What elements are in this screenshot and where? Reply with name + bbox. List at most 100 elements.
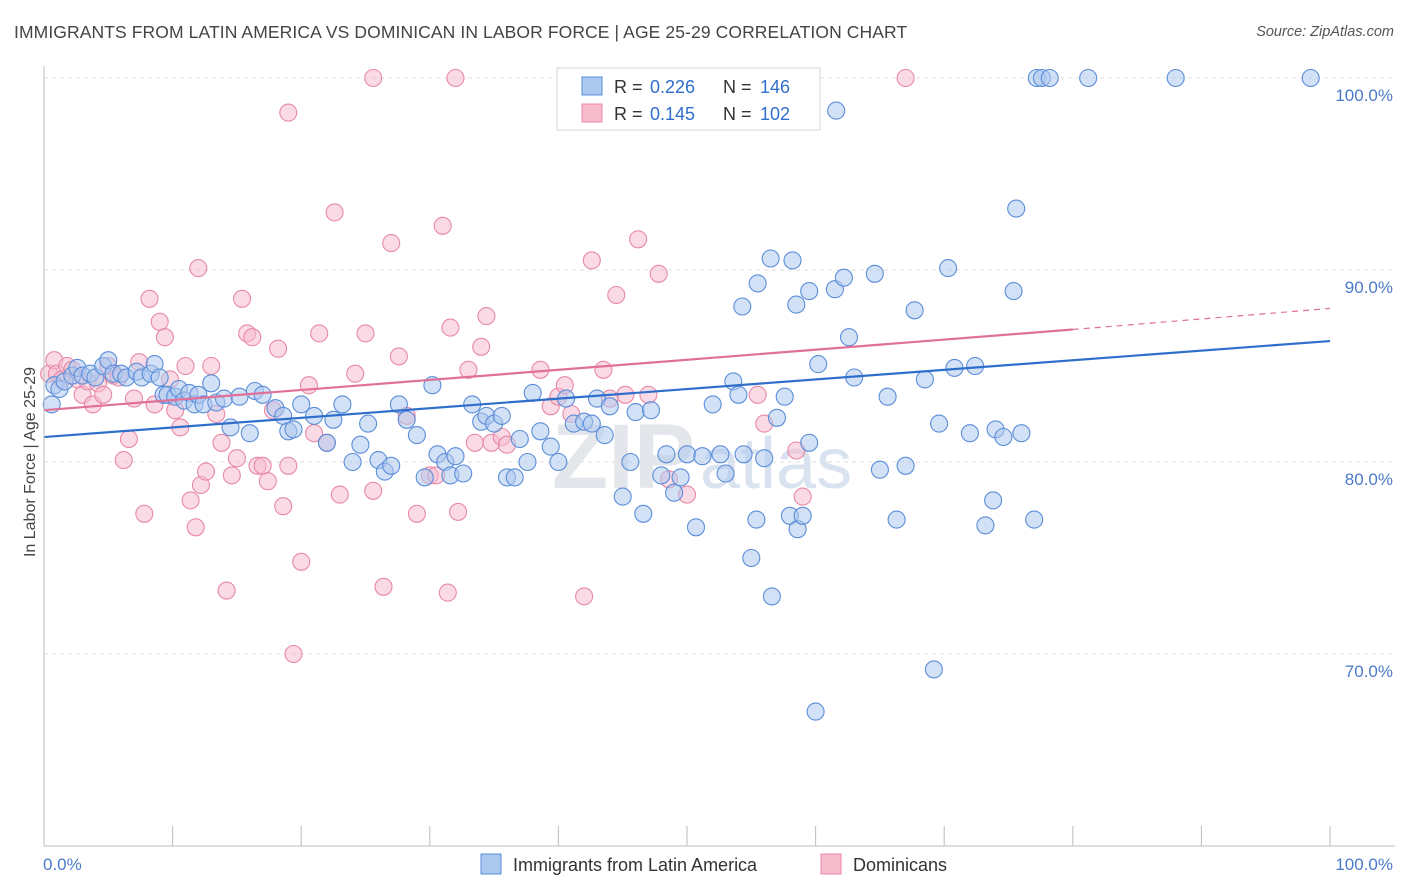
latin-america-point (930, 414, 949, 433)
dominican-point (629, 230, 648, 249)
latin-america-point (292, 395, 311, 414)
latin-america-point (787, 295, 806, 314)
y-tick-label: 100.0% (1335, 86, 1393, 105)
y-tick-label: 90.0% (1345, 278, 1393, 297)
y-tick-label: 70.0% (1345, 662, 1393, 681)
latin-america-point (1040, 68, 1059, 88)
watermark-atlas: atlas (700, 424, 852, 504)
dominican-point (212, 433, 231, 452)
latin-america-point (324, 410, 343, 429)
latin-america-point (1166, 68, 1185, 88)
latin-america-point (761, 249, 780, 268)
legend-n-value-pink: 102 (760, 104, 790, 124)
legend-swatch-pink (581, 103, 603, 123)
dominican-point (279, 103, 298, 122)
latin-america-point (915, 370, 934, 389)
latin-america-point (994, 427, 1013, 447)
y-tick-label: 80.0% (1345, 470, 1393, 489)
dominican-point (284, 644, 303, 664)
dominican-point (364, 68, 383, 88)
latin-america-point (641, 401, 661, 420)
latin-america-point (870, 460, 889, 479)
dominican-point (274, 497, 293, 516)
dominican-point (407, 504, 426, 523)
latin-america-point (767, 408, 787, 427)
latin-america-point (214, 389, 234, 408)
latin-america-point (686, 518, 706, 537)
dominican-point (186, 518, 205, 537)
dominican-point (896, 68, 915, 88)
dominican-point (748, 385, 767, 404)
latin-america-point (454, 464, 473, 483)
dominican-point (279, 456, 298, 475)
dominican-point (639, 385, 658, 404)
dominican-point (176, 356, 195, 376)
latin-america-point (887, 510, 906, 529)
latin-america-point (523, 383, 542, 402)
latin-america-point (389, 395, 408, 414)
latin-america-point (896, 456, 915, 475)
bottom-legend-swatch-blue (480, 853, 502, 875)
latin-america-point (652, 466, 671, 485)
latin-america-point (600, 397, 619, 416)
dominican-point (232, 289, 252, 308)
legend-r-value-pink: 0.145 (650, 104, 695, 124)
latin-america-point (415, 468, 434, 487)
latin-america-point (1012, 424, 1031, 443)
x-tick-label-min: 0.0% (43, 855, 82, 874)
latin-america-point (407, 426, 426, 445)
latin-america-point (806, 702, 825, 721)
latin-america-point (742, 548, 761, 568)
latin-america-point (359, 414, 378, 433)
latin-america-point (317, 433, 336, 452)
latin-america-point (905, 301, 924, 320)
latin-america-point (634, 504, 653, 523)
latin-america-point (775, 387, 794, 406)
dominican-trend-extension (1072, 307, 1331, 331)
latin-america-point (960, 424, 979, 443)
latin-america-point (711, 445, 730, 464)
latin-america-point (397, 410, 416, 429)
bottom-legend-label-blue: Immigrants from Latin America (513, 855, 758, 875)
latin-america-point (621, 452, 640, 472)
latin-america-point (549, 452, 568, 472)
legend-r-label-pink: R = (614, 104, 643, 124)
dominican-point (140, 289, 159, 308)
dominican-point (582, 251, 601, 270)
latin-america-point (1007, 199, 1026, 218)
latin-america-point (834, 268, 853, 287)
dominican-point (459, 360, 478, 379)
latin-america-point (703, 395, 722, 414)
latin-america-point (505, 468, 524, 487)
latin-america-point (747, 510, 766, 529)
latin-america-point (253, 385, 272, 404)
latin-america-point (924, 660, 943, 679)
legend-n-value-blue: 146 (760, 77, 790, 97)
dominican-point (477, 307, 496, 326)
latin-america-point (677, 445, 697, 464)
y-axis-label: In Labor Force | Age 25-29 (22, 367, 39, 557)
dominican-point (330, 485, 349, 504)
dominican-point (299, 376, 318, 395)
latin-america-trend-line (43, 339, 1331, 439)
latin-america-point (665, 483, 684, 502)
dominican-point (382, 234, 401, 253)
bottom-legend-swatch-pink (820, 853, 842, 875)
dominican-point (114, 451, 133, 470)
dominican-point (269, 339, 288, 358)
dominican-point (389, 347, 408, 366)
dominican-point (119, 429, 138, 449)
dominican-point (243, 328, 262, 347)
dominican-point (189, 259, 208, 278)
dominican-point (150, 312, 169, 331)
latin-america-point (240, 424, 259, 443)
dominican-point (793, 487, 812, 506)
latin-america-point (939, 259, 958, 278)
latin-america-point (518, 452, 537, 472)
legend-r-label-blue: R = (614, 77, 643, 97)
dominican-point (227, 449, 246, 468)
legend-n-label-blue: N = (723, 77, 752, 97)
dominican-point (202, 356, 221, 376)
dominican-point (465, 433, 484, 452)
dominican-point (155, 328, 174, 347)
